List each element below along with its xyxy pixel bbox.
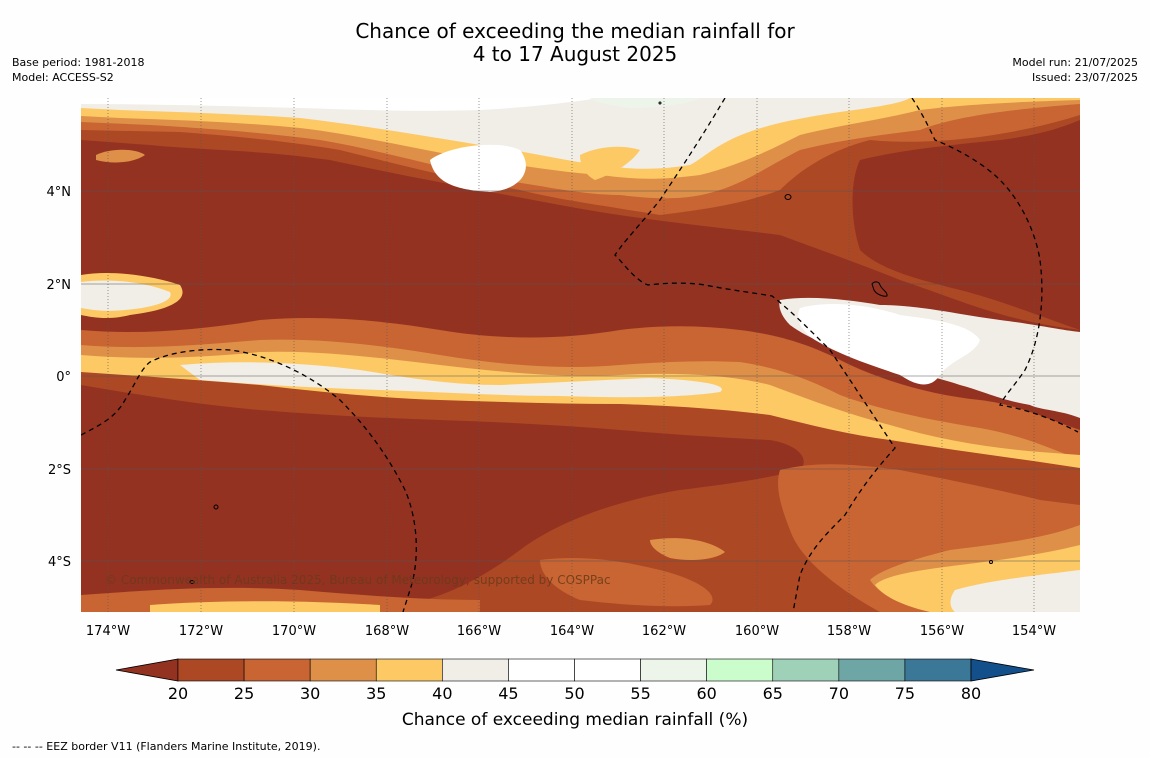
colorbar-bin: [442, 658, 509, 682]
colorbar-tick-label: 35: [366, 684, 386, 700]
eez-footnote: -- -- -- EEZ border V11 (Flanders Marine…: [12, 740, 321, 753]
metadata-right: Model run: 21/07/2025 Issued: 23/07/2025: [1012, 55, 1138, 85]
lon-label-158W: 158°W: [827, 624, 871, 639]
colorbar-bin: [508, 658, 575, 682]
rainfall-map: 4°N 2°N 0° 2°S 4°S 174°W 172°W 170°W 168…: [47, 98, 1080, 700]
lat-label-4N: 4°N: [47, 185, 72, 200]
colorbar-bin: [838, 658, 906, 682]
lon-label-174W: 174°W: [86, 624, 130, 639]
lat-label-2S: 2°S: [48, 463, 71, 478]
colorbar-bin: [640, 658, 707, 682]
patch-20-25-west: [130, 195, 227, 245]
eez-border-east: [911, 98, 1079, 433]
lon-label-164W: 164°W: [550, 624, 594, 639]
island-5: [989, 560, 993, 564]
colorbar-tick-label: 65: [763, 684, 783, 700]
patch-35-40-south: [650, 538, 725, 560]
patch-green-top: [590, 98, 700, 108]
island-3: [213, 504, 219, 510]
eez-border-west: [81, 348, 417, 612]
lon-label-162W: 162°W: [642, 624, 686, 639]
map-field: [81, 98, 1080, 612]
patch-40-45-north-mid: [580, 146, 640, 180]
copyright-notice: © Commonwealth of Australia 2025, Bureau…: [105, 573, 611, 587]
lon-label-154W: 154°W: [1012, 624, 1056, 639]
patch-50-55-east: [798, 304, 980, 385]
lat-label-2N: 2°N: [47, 278, 72, 293]
map-title-line1: Chance of exceeding the median rainfall …: [355, 19, 795, 43]
lon-label-168W: 168°W: [365, 624, 409, 639]
band-45-50-north: [81, 98, 910, 169]
colorbar-bin: [309, 658, 377, 682]
model-text: Model: ACCESS-S2: [12, 71, 114, 84]
island-2: [871, 281, 888, 297]
colorbar-tick-label: 50: [564, 684, 584, 700]
model-run-text: Model run: 21/07/2025: [1012, 56, 1138, 69]
patch-30-35-south: [540, 558, 713, 607]
colorbar-tick-label: 75: [895, 684, 915, 700]
colorbar-bin: [177, 658, 245, 682]
lon-label-156W: 156°W: [920, 624, 964, 639]
colorbar-tick-label: 40: [432, 684, 452, 700]
island-1: [784, 194, 792, 200]
colorbar: 20 25 30 35 40 45 50 55 60 65 70 75 80: [115, 658, 1035, 700]
island-4: [189, 580, 195, 584]
patch-20-25-northeast: [852, 98, 1080, 330]
colorbar-under-arrow: [115, 658, 179, 682]
lon-label-170W: 170°W: [272, 624, 316, 639]
eez-borders: [81, 98, 1079, 612]
metadata-left: Base period: 1981-2018 Model: ACCESS-S2: [12, 55, 144, 85]
patch-50-55-north: [430, 144, 526, 192]
colorbar-over-arrow: [970, 658, 1035, 682]
lon-label-172W: 172°W: [179, 624, 223, 639]
band-45-50-equator: [180, 362, 722, 398]
lon-label-160W: 160°W: [735, 624, 779, 639]
colorbar-tick-label: 30: [300, 684, 320, 700]
islands: [189, 101, 993, 584]
band-25-30-north: [81, 98, 1080, 330]
lat-label-0: 0°: [56, 370, 71, 385]
issued-text: Issued: 23/07/2025: [1031, 71, 1138, 84]
lon-label-166W: 166°W: [457, 624, 501, 639]
colorbar-title: Chance of exceeding median rainfall (%): [401, 710, 749, 730]
patch-45-50-west: [81, 280, 171, 311]
island-6: [658, 101, 662, 105]
colorbar-bin: [706, 658, 774, 682]
colorbar-bin: [574, 658, 641, 682]
graticule: [81, 190, 1080, 562]
colorbar-bin: [904, 658, 972, 682]
colorbar-tick-label: 20: [168, 684, 188, 700]
band-45-50-southeast: [950, 570, 1080, 612]
band-white-top: [81, 98, 600, 111]
patch-20-25-central: [273, 241, 435, 325]
colorbar-bin: [243, 658, 311, 682]
map-title-line2: 4 to 17 August 2025: [472, 42, 678, 66]
colorbar-bin: [375, 658, 443, 682]
colorbar-tick-label: 80: [961, 684, 981, 700]
colorbar-tick-label: 70: [829, 684, 849, 700]
colorbar-tick-label: 55: [630, 684, 650, 700]
band-20-25-south: [81, 385, 804, 605]
colorbar-bin: [772, 658, 840, 682]
lat-label-4S: 4°S: [48, 555, 71, 570]
colorbar-tick-label: 25: [234, 684, 254, 700]
colorbar-tick-label: 45: [498, 684, 518, 700]
base-period-text: Base period: 1981-2018: [12, 56, 145, 69]
colorbar-tick-label: 60: [696, 684, 716, 700]
band-40-45-bottom: [150, 601, 380, 612]
eez-border-central: [614, 98, 896, 612]
